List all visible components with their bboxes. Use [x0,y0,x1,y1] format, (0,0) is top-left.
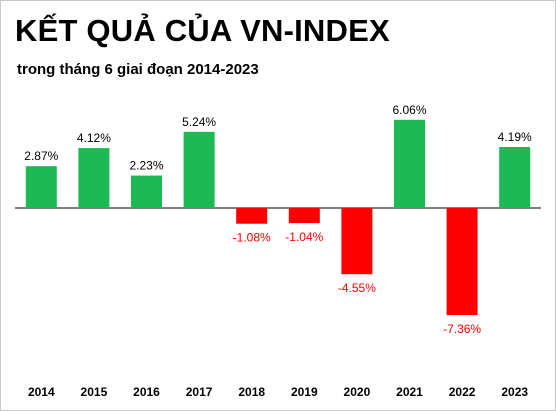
bar-2022 [446,208,478,316]
data-label-2018: -1.08% [233,231,271,245]
x-tick-label-2015: 2015 [81,385,108,399]
data-label-2017: 5.24% [182,115,216,129]
x-tick-label-2017: 2017 [186,385,213,399]
x-tick-label-2016: 2016 [133,385,160,399]
x-tick-label-2020: 2020 [344,385,371,399]
data-label-2020: -4.55% [338,281,376,295]
chart-subtitle: trong tháng 6 giai đoạn 2014-2023 [17,61,259,78]
bar-2023 [499,147,531,208]
bar-2020 [341,208,373,275]
bar-2017 [183,131,215,208]
bar-2015 [78,148,110,208]
chart-title: KẾT QUẢ CỦA VN-INDEX [15,13,390,48]
data-label-2022: -7.36% [443,322,481,336]
x-tick-label-2014: 2014 [28,385,55,399]
bar-2014 [25,166,57,208]
data-label-2015: 4.12% [77,131,111,145]
data-label-2021: 6.06% [392,103,426,117]
x-tick-label-2021: 2021 [396,385,423,399]
data-label-2019: -1.04% [285,230,323,244]
data-label-2016: 2.23% [129,159,163,173]
bar-2016 [131,175,162,208]
x-tick-label-2023: 2023 [501,385,528,399]
data-label-2023: 4.19% [498,130,532,144]
bar-2018 [236,208,268,224]
data-label-2014: 2.87% [24,149,58,163]
x-tick-label-2022: 2022 [449,385,476,399]
x-tick-label-2019: 2019 [291,385,318,399]
bar-2019 [288,208,320,224]
x-tick-label-2018: 2018 [238,385,265,399]
bar-2021 [394,119,425,208]
